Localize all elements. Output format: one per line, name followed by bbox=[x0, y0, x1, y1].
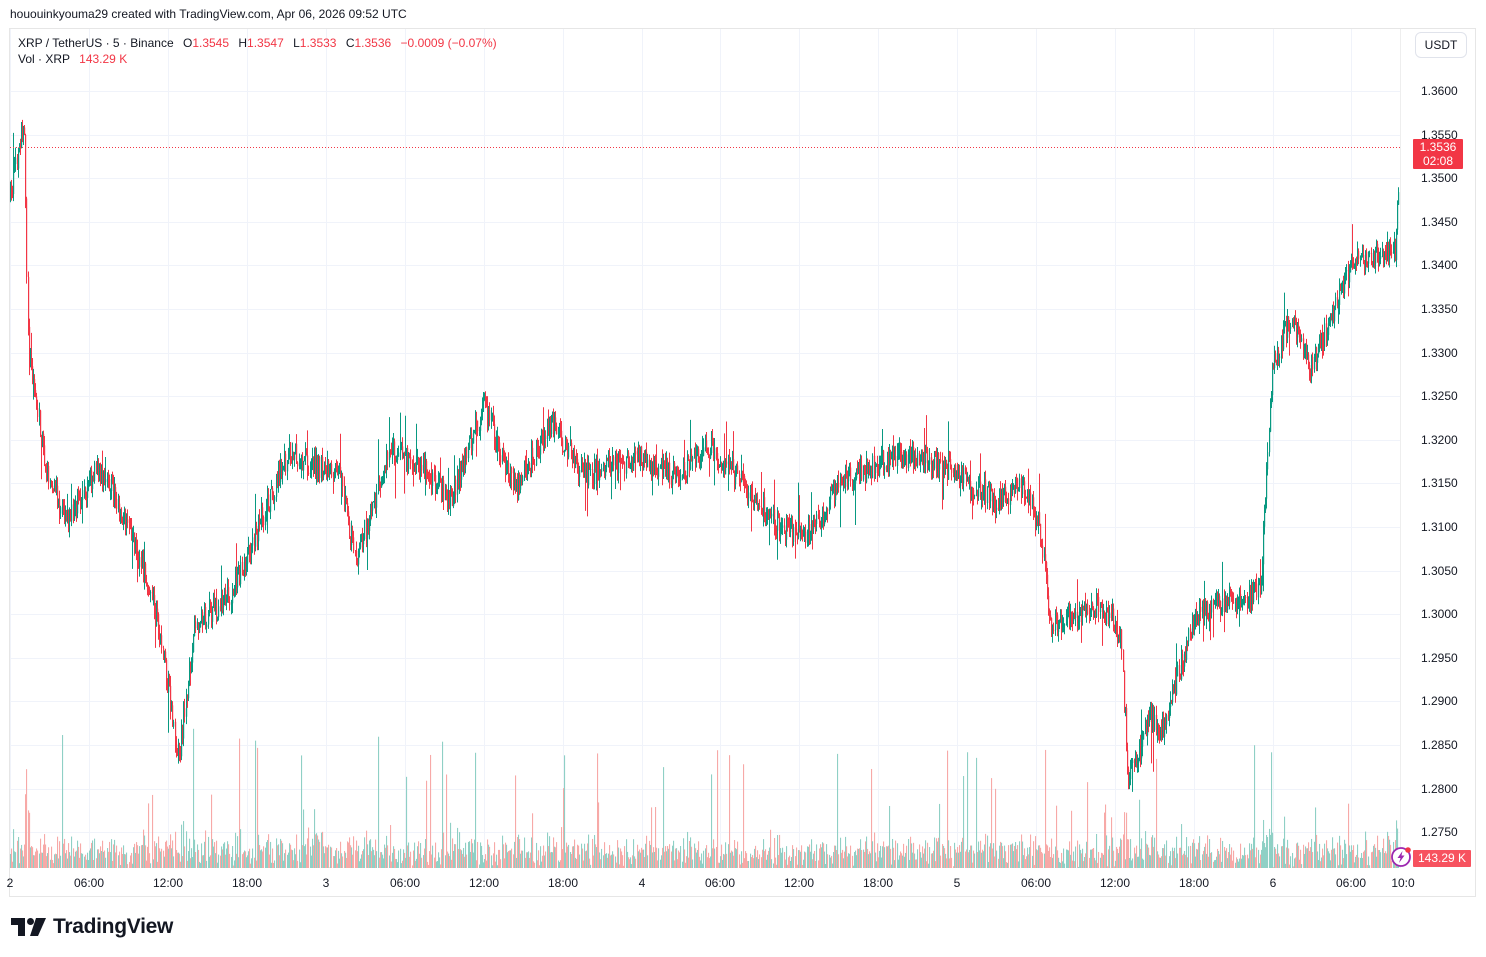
price-tick-label: 1.2850 bbox=[1421, 738, 1458, 752]
price-tick-label: 1.3250 bbox=[1421, 389, 1458, 404]
price-tick-label: 1.3200 bbox=[1421, 432, 1458, 447]
bar-countdown: 02:08 bbox=[1422, 154, 1454, 168]
price-tick-label: 1.3350 bbox=[1421, 302, 1458, 316]
price-tick-label: 1.3050 bbox=[1421, 563, 1458, 578]
current-price-badge: 1.3536 02:08 bbox=[1413, 139, 1463, 169]
volume-value: 143.29 K bbox=[79, 52, 128, 66]
time-tick-label: 5 bbox=[953, 876, 961, 890]
time-tick-label: 06:00 bbox=[1020, 876, 1052, 890]
ohlc-legend-row: XRP / TetherUS · 5 · Binance O1.3545 H1.… bbox=[18, 35, 497, 51]
close-label: C bbox=[345, 36, 355, 50]
time-axis[interactable]: 2 06:00 12:00 18:00 3 06:00 12:00 18:00 4 06:00 12… bbox=[6, 868, 1476, 896]
lightning-alert-icon[interactable] bbox=[1390, 846, 1412, 868]
time-tick-label: 18:00 bbox=[1178, 876, 1210, 890]
chart-legend: XRP / TetherUS · 5 · Binance O1.3545 H1.… bbox=[18, 35, 497, 67]
chart-frame bbox=[9, 28, 1476, 897]
price-tick-label: 1.2800 bbox=[1421, 781, 1458, 796]
price-tick-label: 1.3550 bbox=[1421, 127, 1458, 142]
tradingview-logo[interactable]: TradingView bbox=[11, 915, 173, 939]
high-label: H bbox=[238, 36, 248, 50]
price-tick-label: 1.2750 bbox=[1421, 825, 1458, 840]
price-tick-label: 1.3000 bbox=[1421, 607, 1458, 622]
price-tick-label: 1.2900 bbox=[1421, 694, 1458, 709]
currency-unit-button[interactable]: USDT bbox=[1415, 32, 1467, 58]
time-tick-label: 06:00 bbox=[1335, 876, 1367, 890]
price-axis[interactable]: 1.3600 1.3550 1.3500 1.3450 1.3400 1.3350 1.33… bbox=[1400, 29, 1476, 868]
chart-plot-area[interactable] bbox=[10, 29, 1400, 868]
price-tick-label: 1.3400 bbox=[1421, 258, 1458, 273]
price-tick-label: 1.3450 bbox=[1421, 214, 1458, 229]
time-tick-label: 2 bbox=[6, 876, 14, 890]
volume-label[interactable]: Vol · XRP bbox=[18, 52, 70, 66]
time-tick-label: 18:00 bbox=[862, 876, 894, 890]
close-value: 1.3536 bbox=[354, 36, 392, 50]
time-tick-label: 6 bbox=[1269, 876, 1277, 890]
open-value: 1.3545 bbox=[192, 36, 230, 50]
time-tick-label: 12:00 bbox=[1099, 876, 1131, 890]
grid-lines bbox=[10, 29, 1400, 868]
chart-credit: hououinkyouma29 created with TradingView… bbox=[10, 7, 407, 21]
price-tick-label: 1.3500 bbox=[1421, 171, 1458, 186]
price-tick-label: 1.3150 bbox=[1421, 476, 1458, 491]
high-value: 1.3547 bbox=[247, 36, 284, 50]
low-label: L bbox=[293, 36, 300, 50]
volume-bars bbox=[10, 728, 1400, 868]
time-tick-label: 18:00 bbox=[547, 876, 579, 890]
time-tick-label: 06:00 bbox=[704, 876, 736, 890]
time-tick-label: 06:00 bbox=[389, 876, 421, 890]
time-tick-label: 12:00 bbox=[152, 876, 184, 890]
candlestick-chart bbox=[10, 29, 1400, 868]
candles bbox=[10, 119, 1400, 792]
current-price-value: 1.3536 bbox=[1419, 140, 1457, 154]
time-tick-label: 3 bbox=[322, 876, 330, 890]
time-tick-label: 06:00 bbox=[73, 876, 105, 890]
volume-badge: 143.29 K bbox=[1413, 850, 1471, 867]
time-tick-label: 4 bbox=[638, 876, 646, 890]
time-tick-label: 12:00 bbox=[468, 876, 500, 890]
price-tick-label: 1.2950 bbox=[1421, 650, 1458, 665]
low-value: 1.3533 bbox=[299, 36, 337, 50]
volume-legend-row: Vol · XRP 143.29 K bbox=[18, 51, 497, 67]
price-tick-label: 1.3300 bbox=[1421, 345, 1458, 360]
tradingview-wordmark: TradingView bbox=[53, 915, 174, 938]
time-tick-label: 10:0 bbox=[1391, 876, 1415, 890]
symbol-title[interactable]: XRP / TetherUS · 5 · Binance bbox=[18, 36, 174, 50]
tradingview-logo-icon bbox=[11, 918, 46, 936]
time-tick-label: 12:00 bbox=[783, 876, 815, 890]
price-tick-label: 1.3600 bbox=[1421, 84, 1458, 98]
price-tick-label: 1.3100 bbox=[1421, 520, 1458, 534]
time-tick-label: 18:00 bbox=[231, 876, 263, 890]
open-label: O bbox=[182, 36, 193, 50]
change-value: −0.0009 (−0.07%) bbox=[400, 36, 497, 50]
